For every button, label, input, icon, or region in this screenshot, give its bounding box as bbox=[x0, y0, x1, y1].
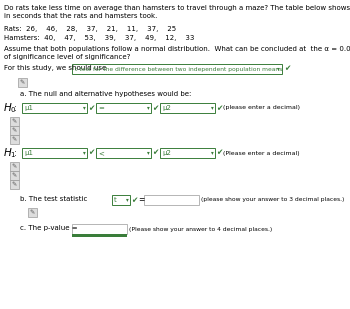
Bar bbox=[10, 162, 19, 171]
Bar bbox=[144, 195, 199, 205]
Text: Do rats take less time on average than hamsters to travel through a maze? The ta: Do rats take less time on average than h… bbox=[4, 5, 350, 19]
Text: =: = bbox=[98, 105, 104, 111]
Text: c. The p-value =: c. The p-value = bbox=[20, 225, 78, 231]
Text: ✔: ✔ bbox=[88, 149, 94, 158]
Text: ▾: ▾ bbox=[147, 150, 149, 155]
Text: :: : bbox=[14, 149, 17, 158]
Text: ✎: ✎ bbox=[12, 119, 17, 124]
Text: ✎: ✎ bbox=[12, 164, 17, 169]
Text: t: t bbox=[114, 197, 117, 203]
Text: ✔: ✔ bbox=[88, 104, 94, 112]
Text: For this study, we should use: For this study, we should use bbox=[4, 65, 106, 71]
Text: (please enter a decimal): (please enter a decimal) bbox=[223, 105, 300, 111]
Bar bbox=[22, 148, 87, 158]
Text: ▾: ▾ bbox=[211, 105, 214, 111]
Text: b. The test statistic: b. The test statistic bbox=[20, 196, 88, 202]
Text: ▾: ▾ bbox=[147, 105, 149, 111]
Bar bbox=[10, 117, 19, 126]
Bar bbox=[10, 171, 19, 180]
Text: 1: 1 bbox=[10, 152, 15, 158]
Text: ✎: ✎ bbox=[30, 210, 35, 215]
Text: μ1: μ1 bbox=[24, 150, 33, 156]
Text: ▾: ▾ bbox=[83, 105, 85, 111]
Text: ✔: ✔ bbox=[131, 196, 137, 205]
Text: (Please enter a decimal): (Please enter a decimal) bbox=[223, 150, 300, 155]
Text: (Please show your answer to 4 decimal places.): (Please show your answer to 4 decimal pl… bbox=[129, 226, 272, 231]
Text: ✔: ✔ bbox=[216, 149, 222, 158]
Text: ✎: ✎ bbox=[12, 128, 17, 133]
Bar bbox=[18, 78, 27, 87]
Text: ✎: ✎ bbox=[12, 173, 17, 178]
Text: (please show your answer to 3 decimal places.): (please show your answer to 3 decimal pl… bbox=[201, 197, 344, 202]
Text: ✎: ✎ bbox=[20, 80, 25, 85]
Bar bbox=[22, 103, 87, 113]
Text: ✎: ✎ bbox=[12, 137, 17, 142]
Text: μ2: μ2 bbox=[162, 105, 171, 111]
Bar bbox=[10, 126, 19, 135]
Bar bbox=[112, 195, 130, 205]
Bar bbox=[160, 148, 215, 158]
Text: μ1: μ1 bbox=[24, 105, 33, 111]
Bar bbox=[72, 64, 282, 74]
Text: :: : bbox=[14, 104, 17, 113]
Text: Assume that both populations follow a normal distribution.  What can be conclude: Assume that both populations follow a no… bbox=[4, 46, 350, 61]
Bar bbox=[10, 135, 19, 144]
Text: <: < bbox=[98, 150, 104, 156]
Text: μ2: μ2 bbox=[162, 150, 171, 156]
Text: ▾: ▾ bbox=[126, 197, 128, 202]
Bar bbox=[72, 234, 127, 237]
Text: ✎: ✎ bbox=[12, 182, 17, 187]
Text: H: H bbox=[4, 103, 12, 113]
Bar bbox=[28, 208, 37, 217]
Text: H: H bbox=[4, 148, 12, 158]
Text: ▾: ▾ bbox=[211, 150, 214, 155]
Text: ✔: ✔ bbox=[284, 65, 290, 74]
Bar bbox=[10, 180, 19, 189]
Bar bbox=[96, 103, 151, 113]
Text: 0: 0 bbox=[10, 107, 15, 113]
Text: ✔: ✔ bbox=[152, 104, 158, 112]
Text: ✔: ✔ bbox=[152, 149, 158, 158]
Text: ✔: ✔ bbox=[216, 104, 222, 112]
Text: Hamsters:  40,    47,    53,    39,    37,    49,    12,    33: Hamsters: 40, 47, 53, 39, 37, 49, 12, 33 bbox=[4, 35, 194, 41]
Text: ▾: ▾ bbox=[83, 150, 85, 155]
Bar bbox=[160, 103, 215, 113]
Text: Rats:  26,    46,    28,    37,    21,    11,    37,    25: Rats: 26, 46, 28, 37, 21, 11, 37, 25 bbox=[4, 26, 176, 32]
Bar bbox=[96, 148, 151, 158]
Text: t-test for the difference between two independent population means: t-test for the difference between two in… bbox=[75, 66, 282, 71]
Text: =: = bbox=[138, 196, 144, 205]
Text: a. The null and alternative hypotheses would be:: a. The null and alternative hypotheses w… bbox=[20, 91, 191, 97]
Bar bbox=[72, 224, 127, 234]
Text: ▾: ▾ bbox=[276, 66, 279, 71]
